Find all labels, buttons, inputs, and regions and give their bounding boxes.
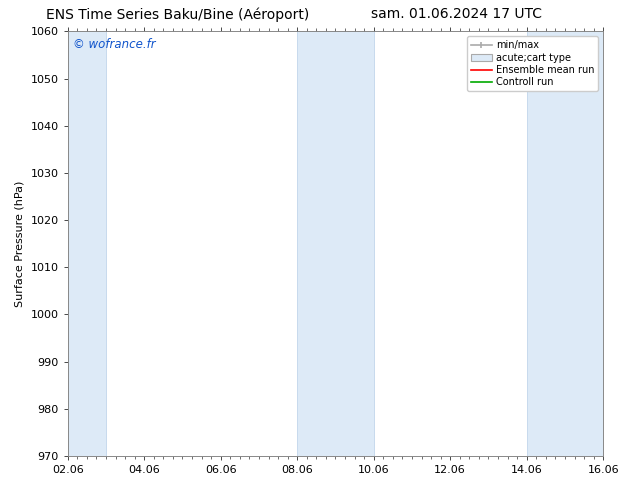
Text: ENS Time Series Baku/Bine (Aéroport): ENS Time Series Baku/Bine (Aéroport)	[46, 7, 309, 22]
Bar	[68, 31, 106, 456]
Text: © wofrance.fr: © wofrance.fr	[73, 38, 156, 51]
Y-axis label: Surface Pressure (hPa): Surface Pressure (hPa)	[15, 180, 25, 307]
Text: sam. 01.06.2024 17 UTC: sam. 01.06.2024 17 UTC	[371, 7, 542, 22]
Legend: min/max, acute;cart type, Ensemble mean run, Controll run: min/max, acute;cart type, Ensemble mean …	[467, 36, 598, 91]
Bar	[297, 31, 373, 456]
Bar	[527, 31, 603, 456]
